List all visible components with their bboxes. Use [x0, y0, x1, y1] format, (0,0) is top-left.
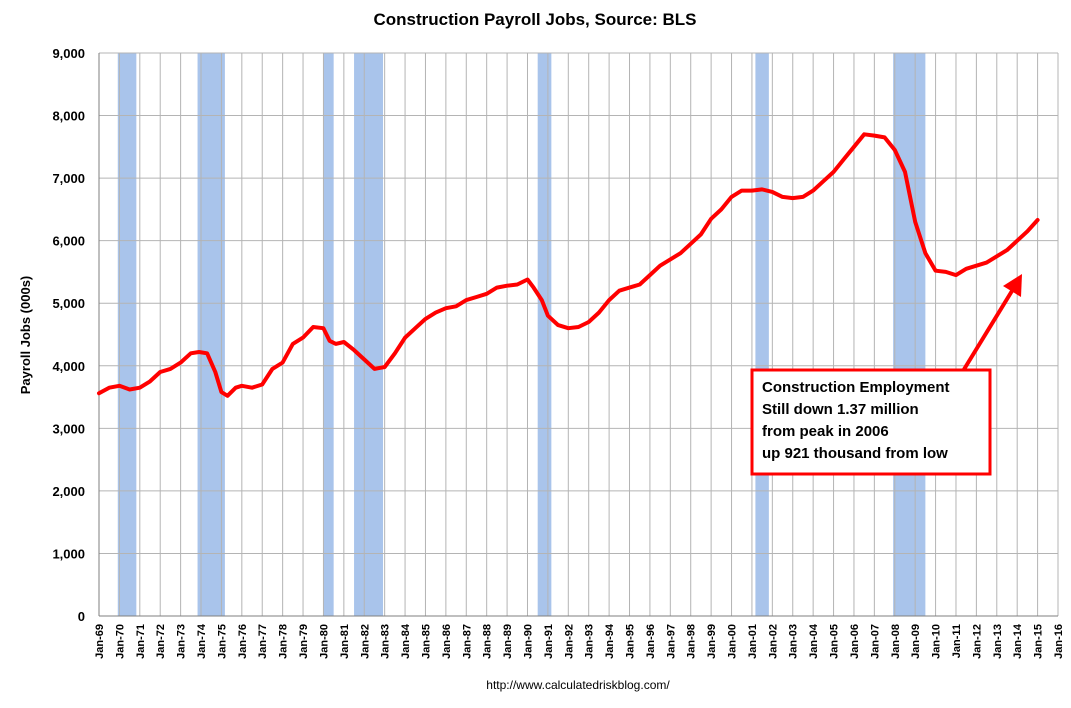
y-tick-label: 3,000 [52, 421, 85, 436]
annotation-line: Construction Employment [762, 379, 950, 396]
x-tick-label: Jan-10 [931, 624, 943, 659]
x-tick-label: Jan-70 [114, 624, 126, 659]
x-tick-label: Jan-11 [951, 624, 963, 658]
x-tick-label: Jan-04 [808, 623, 820, 659]
x-tick-label: Jan-03 [788, 624, 800, 659]
x-tick-label: Jan-85 [420, 624, 432, 659]
x-tick-label: Jan-02 [767, 624, 779, 659]
y-axis-ticks: 0 1,000 2,000 3,000 4,000 5,000 6,000 7,000 8,00… [52, 46, 85, 624]
x-tick-label: Jan-96 [645, 624, 657, 659]
x-tick-label: Jan-12 [971, 624, 983, 659]
x-tick-label: Jan-71 [135, 624, 147, 659]
x-tick-label: Jan-73 [176, 624, 188, 659]
x-tick-label: Jan-16 [1053, 624, 1065, 659]
series-line [97, 132, 1040, 398]
x-tick-label: Jan-93 [584, 624, 596, 659]
x-tick-label: Jan-99 [706, 624, 718, 659]
x-tick-label: Jan-95 [625, 624, 637, 659]
source-text: http://www.calculatedriskblog.com/ [486, 678, 670, 692]
x-tick-label: Jan-90 [522, 624, 534, 659]
recession-shading [99, 53, 1058, 616]
x-tick-label: Jan-76 [237, 624, 249, 659]
annotation-arrow-head [1003, 274, 1022, 297]
x-tick-label: Jan-81 [339, 624, 351, 659]
x-tick-label: Jan-78 [278, 624, 290, 659]
chart-title: Construction Payroll Jobs, Source: BLS [373, 10, 696, 29]
y-tick-label: 2,000 [52, 484, 85, 499]
x-tick-label: Jan-79 [298, 624, 310, 659]
x-tick-label: Jan-07 [869, 624, 881, 659]
recession-band [755, 53, 769, 616]
gridlines [98, 52, 1059, 617]
x-tick-label: Jan-86 [441, 624, 453, 659]
x-tick-label: Jan-77 [257, 624, 269, 659]
recession-band [117, 53, 137, 616]
x-tick-label: Jan-15 [1033, 624, 1045, 659]
x-tick-label: Jan-94 [604, 623, 616, 659]
x-tick-label: Jan-09 [910, 624, 922, 659]
annotation-arrow-shaft [961, 284, 1017, 373]
recession-band [893, 53, 926, 616]
annotation-line: up 921 thousand from low [762, 445, 948, 462]
y-tick-label: 4,000 [52, 359, 85, 374]
annotation-line: Still down 1.37 million [762, 401, 919, 418]
annotation-box [750, 368, 992, 476]
x-tick-label: Jan-05 [829, 624, 841, 659]
x-tick-label: Jan-92 [563, 624, 575, 659]
x-tick-label: Jan-72 [155, 624, 167, 659]
x-tick-label: Jan-14 [1012, 623, 1024, 659]
x-tick-label: Jan-88 [482, 624, 494, 659]
x-tick-label: Jan-01 [747, 624, 759, 659]
recession-band [197, 53, 225, 616]
y-tick-label: 7,000 [52, 171, 85, 186]
y-tick-label: 5,000 [52, 296, 85, 311]
x-tick-label: Jan-06 [849, 624, 861, 659]
y-tick-label: 6,000 [52, 234, 85, 249]
x-tick-label: Jan-00 [727, 624, 739, 659]
recession-band [537, 53, 552, 616]
series-lines [97, 132, 1040, 398]
x-tick-label: Jan-80 [318, 624, 330, 659]
x-axis-ticks: Jan-69 Jan-70 Jan-71 Jan-72 Jan-73 Jan-74 Jan-… [94, 623, 1065, 659]
x-tick-label: Jan-89 [502, 624, 514, 659]
x-tick-label: Jan-75 [216, 624, 228, 659]
annotation: Construction Employment Still down 1.37 m… [750, 274, 1022, 476]
x-tick-label: Jan-98 [686, 624, 698, 659]
x-tick-label: Jan-74 [196, 623, 208, 659]
annotation-line: from peak in 2006 [762, 423, 889, 440]
x-tick-label: Jan-91 [543, 624, 555, 659]
y-tick-label: 0 [78, 609, 85, 624]
y-tick-label: 1,000 [52, 546, 85, 561]
x-tick-label: Jan-83 [380, 624, 392, 659]
x-tick-label: Jan-84 [400, 623, 412, 659]
x-tick-label: Jan-87 [461, 624, 473, 659]
x-tick-label: Jan-08 [890, 624, 902, 659]
x-tick-label: Jan-97 [665, 624, 677, 659]
recession-band [354, 53, 384, 616]
x-tick-label: Jan-82 [359, 624, 371, 659]
x-tick-label: Jan-13 [992, 624, 1004, 659]
y-tick-label: 9,000 [52, 46, 85, 61]
y-tick-label: 8,000 [52, 109, 85, 124]
y-axis-label: Payroll Jobs (000s) [18, 276, 33, 395]
x-tick-label: Jan-69 [94, 624, 106, 659]
